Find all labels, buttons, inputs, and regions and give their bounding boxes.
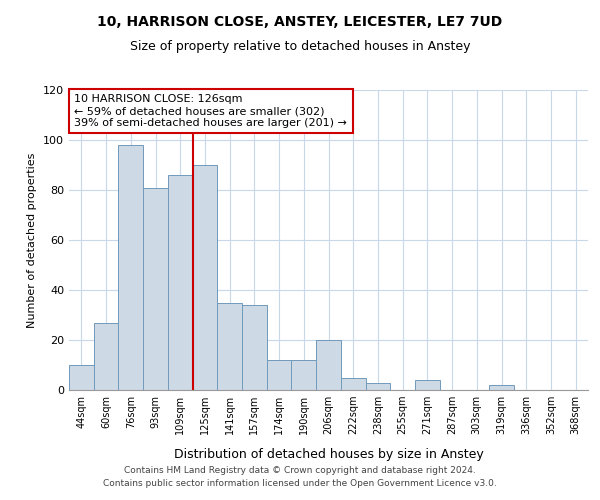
Text: 10 HARRISON CLOSE: 126sqm
← 59% of detached houses are smaller (302)
39% of semi: 10 HARRISON CLOSE: 126sqm ← 59% of detac… xyxy=(74,94,347,128)
Bar xyxy=(292,360,316,390)
Bar xyxy=(489,385,514,390)
Bar xyxy=(365,382,390,390)
Text: Size of property relative to detached houses in Anstey: Size of property relative to detached ho… xyxy=(130,40,470,53)
Text: 10, HARRISON CLOSE, ANSTEY, LEICESTER, LE7 7UD: 10, HARRISON CLOSE, ANSTEY, LEICESTER, L… xyxy=(97,15,503,29)
Bar xyxy=(217,302,242,390)
Bar xyxy=(316,340,341,390)
Bar xyxy=(193,165,217,390)
Bar xyxy=(69,365,94,390)
Bar xyxy=(94,322,118,390)
Bar xyxy=(118,145,143,390)
Y-axis label: Number of detached properties: Number of detached properties xyxy=(28,152,37,328)
Bar xyxy=(267,360,292,390)
X-axis label: Distribution of detached houses by size in Anstey: Distribution of detached houses by size … xyxy=(173,448,484,461)
Text: Contains HM Land Registry data © Crown copyright and database right 2024.
Contai: Contains HM Land Registry data © Crown c… xyxy=(103,466,497,487)
Bar xyxy=(341,378,365,390)
Bar xyxy=(143,188,168,390)
Bar xyxy=(415,380,440,390)
Bar xyxy=(242,305,267,390)
Bar xyxy=(168,175,193,390)
